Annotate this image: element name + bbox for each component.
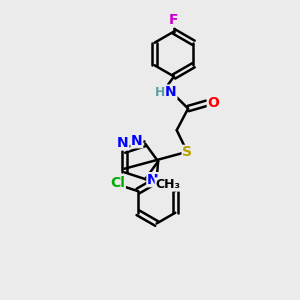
Text: H: H	[155, 85, 165, 99]
Text: N: N	[165, 85, 177, 99]
Text: CH₃: CH₃	[155, 178, 180, 191]
Text: N: N	[147, 173, 159, 187]
Text: N: N	[117, 136, 129, 150]
Text: F: F	[169, 13, 179, 27]
Text: N: N	[131, 134, 143, 148]
Text: S: S	[182, 146, 192, 159]
Text: Cl: Cl	[110, 176, 125, 190]
Text: O: O	[207, 96, 219, 110]
